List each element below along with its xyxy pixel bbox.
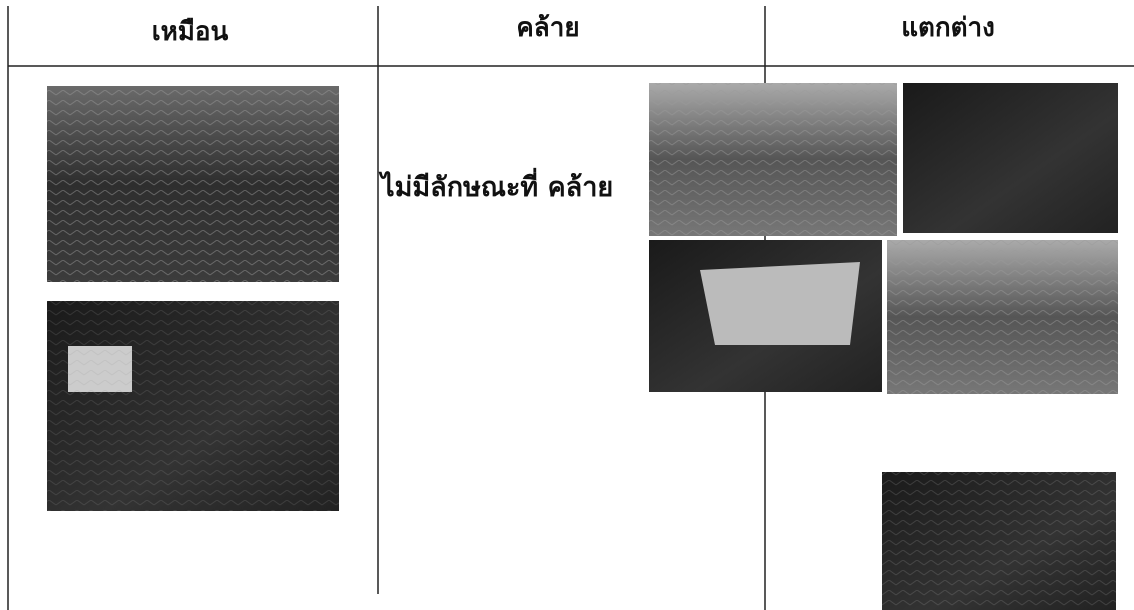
column-header: แตกต่าง <box>901 13 995 43</box>
cell-text: ไม่มีลักษณะที่ คล้าย <box>378 167 613 203</box>
photo <box>903 83 1118 233</box>
column-header: คล้าย <box>516 13 579 43</box>
photo <box>47 86 339 282</box>
photo <box>882 472 1116 610</box>
photo <box>649 83 897 236</box>
photo <box>649 240 882 392</box>
column-header: เหมือน <box>152 17 229 47</box>
photo <box>47 301 339 511</box>
photo <box>887 240 1118 394</box>
